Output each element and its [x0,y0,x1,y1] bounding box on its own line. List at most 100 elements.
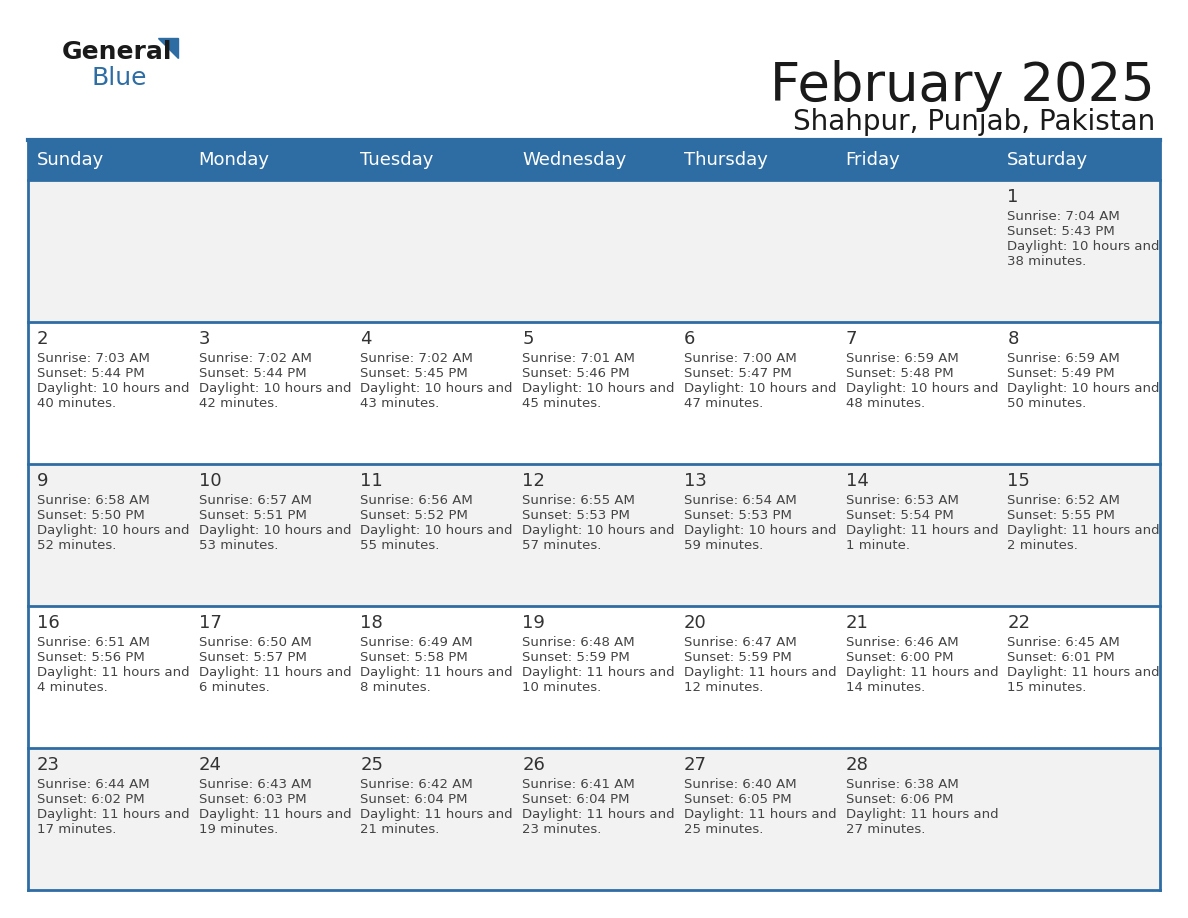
Text: Sunrise: 7:00 AM: Sunrise: 7:00 AM [684,352,797,365]
Text: 13: 13 [684,472,707,490]
Text: Sunrise: 6:56 AM: Sunrise: 6:56 AM [360,494,473,507]
Text: Daylight: 11 hours and: Daylight: 11 hours and [198,666,352,679]
Text: Friday: Friday [846,151,901,169]
Text: Daylight: 10 hours and: Daylight: 10 hours and [1007,382,1159,395]
Text: Sunrise: 7:01 AM: Sunrise: 7:01 AM [523,352,636,365]
Text: Daylight: 10 hours and: Daylight: 10 hours and [198,382,352,395]
Bar [29,606,1159,748]
Text: 14 minutes.: 14 minutes. [846,681,924,694]
Text: 40 minutes.: 40 minutes. [37,397,116,410]
Text: 19: 19 [523,614,545,632]
Text: Daylight: 10 hours and: Daylight: 10 hours and [846,382,998,395]
Text: Sunrise: 6:42 AM: Sunrise: 6:42 AM [360,778,473,791]
Text: Sunset: 6:06 PM: Sunset: 6:06 PM [846,793,953,806]
Text: Sunset: 5:47 PM: Sunset: 5:47 PM [684,367,791,380]
Text: 8 minutes.: 8 minutes. [360,681,431,694]
Text: 15 minutes.: 15 minutes. [1007,681,1087,694]
Text: 47 minutes.: 47 minutes. [684,397,763,410]
Text: Sunset: 6:03 PM: Sunset: 6:03 PM [198,793,307,806]
Text: 12 minutes.: 12 minutes. [684,681,763,694]
Text: 7: 7 [846,330,857,348]
Bar [29,140,1159,180]
Text: Daylight: 10 hours and: Daylight: 10 hours and [684,524,836,537]
Text: Monday: Monday [198,151,270,169]
Text: 1 minute.: 1 minute. [846,539,910,552]
Text: Sunrise: 7:02 AM: Sunrise: 7:02 AM [360,352,473,365]
Text: Daylight: 11 hours and: Daylight: 11 hours and [360,808,513,821]
Text: Sunrise: 6:43 AM: Sunrise: 6:43 AM [198,778,311,791]
Text: Sunset: 5:55 PM: Sunset: 5:55 PM [1007,509,1116,522]
Bar [29,464,1159,606]
Text: Sunset: 5:57 PM: Sunset: 5:57 PM [198,651,307,664]
Text: Daylight: 10 hours and: Daylight: 10 hours and [523,382,675,395]
Text: Sunset: 5:54 PM: Sunset: 5:54 PM [846,509,953,522]
Text: Daylight: 11 hours and: Daylight: 11 hours and [684,808,836,821]
Text: Sunrise: 6:38 AM: Sunrise: 6:38 AM [846,778,959,791]
Text: 6 minutes.: 6 minutes. [198,681,270,694]
Text: Sunset: 5:50 PM: Sunset: 5:50 PM [37,509,145,522]
Text: Daylight: 11 hours and: Daylight: 11 hours and [684,666,836,679]
Text: 2 minutes.: 2 minutes. [1007,539,1079,552]
Text: Sunset: 6:05 PM: Sunset: 6:05 PM [684,793,791,806]
Text: Sunrise: 6:58 AM: Sunrise: 6:58 AM [37,494,150,507]
Text: Sunset: 5:43 PM: Sunset: 5:43 PM [1007,225,1116,238]
Text: Sunrise: 6:54 AM: Sunrise: 6:54 AM [684,494,797,507]
Text: Daylight: 11 hours and: Daylight: 11 hours and [1007,666,1159,679]
Text: Sunrise: 7:03 AM: Sunrise: 7:03 AM [37,352,150,365]
Text: Daylight: 11 hours and: Daylight: 11 hours and [523,666,675,679]
Text: 3: 3 [198,330,210,348]
Bar [29,180,1159,322]
Text: 43 minutes.: 43 minutes. [360,397,440,410]
Text: Sunrise: 6:48 AM: Sunrise: 6:48 AM [523,636,634,649]
Text: Daylight: 11 hours and: Daylight: 11 hours and [846,666,998,679]
Text: Sunrise: 6:46 AM: Sunrise: 6:46 AM [846,636,959,649]
Text: Sunset: 5:45 PM: Sunset: 5:45 PM [360,367,468,380]
Text: 15: 15 [1007,472,1030,490]
Text: Sunset: 5:52 PM: Sunset: 5:52 PM [360,509,468,522]
Text: 14: 14 [846,472,868,490]
Text: 57 minutes.: 57 minutes. [523,539,601,552]
Text: Sunset: 5:53 PM: Sunset: 5:53 PM [684,509,791,522]
Text: Sunrise: 7:04 AM: Sunrise: 7:04 AM [1007,210,1120,223]
Text: 17 minutes.: 17 minutes. [37,823,116,836]
Text: Tuesday: Tuesday [360,151,434,169]
Text: 25: 25 [360,756,384,774]
Text: Shahpur, Punjab, Pakistan: Shahpur, Punjab, Pakistan [792,108,1155,136]
Text: Daylight: 10 hours and: Daylight: 10 hours and [523,524,675,537]
Text: Sunrise: 7:02 AM: Sunrise: 7:02 AM [198,352,311,365]
Text: 24: 24 [198,756,222,774]
Text: Sunset: 5:46 PM: Sunset: 5:46 PM [523,367,630,380]
Text: 59 minutes.: 59 minutes. [684,539,763,552]
Text: Daylight: 10 hours and: Daylight: 10 hours and [684,382,836,395]
Text: Daylight: 11 hours and: Daylight: 11 hours and [846,808,998,821]
Text: 19 minutes.: 19 minutes. [198,823,278,836]
Text: Daylight: 11 hours and: Daylight: 11 hours and [37,666,190,679]
Text: 28: 28 [846,756,868,774]
Text: 53 minutes.: 53 minutes. [198,539,278,552]
Text: Sunset: 5:59 PM: Sunset: 5:59 PM [523,651,630,664]
Text: Sunrise: 6:50 AM: Sunrise: 6:50 AM [198,636,311,649]
Text: Daylight: 11 hours and: Daylight: 11 hours and [198,808,352,821]
Text: Sunrise: 6:57 AM: Sunrise: 6:57 AM [198,494,311,507]
Text: 22: 22 [1007,614,1030,632]
Text: Sunrise: 6:49 AM: Sunrise: 6:49 AM [360,636,473,649]
Text: Sunrise: 6:47 AM: Sunrise: 6:47 AM [684,636,797,649]
Text: Daylight: 10 hours and: Daylight: 10 hours and [360,382,513,395]
Text: Sunrise: 6:55 AM: Sunrise: 6:55 AM [523,494,636,507]
Text: 52 minutes.: 52 minutes. [37,539,116,552]
Text: 23: 23 [37,756,61,774]
Bar [29,748,1159,890]
Text: 20: 20 [684,614,707,632]
Text: Sunset: 6:02 PM: Sunset: 6:02 PM [37,793,145,806]
Polygon shape [158,38,178,58]
Text: Sunrise: 6:59 AM: Sunrise: 6:59 AM [846,352,959,365]
Text: Daylight: 10 hours and: Daylight: 10 hours and [37,382,190,395]
Text: Daylight: 10 hours and: Daylight: 10 hours and [1007,240,1159,253]
Text: Sunset: 6:04 PM: Sunset: 6:04 PM [523,793,630,806]
Text: Sunset: 5:48 PM: Sunset: 5:48 PM [846,367,953,380]
Text: Sunset: 5:56 PM: Sunset: 5:56 PM [37,651,145,664]
Text: Sunrise: 6:44 AM: Sunrise: 6:44 AM [37,778,150,791]
Text: 18: 18 [360,614,384,632]
Text: 17: 17 [198,614,222,632]
Bar [29,322,1159,464]
